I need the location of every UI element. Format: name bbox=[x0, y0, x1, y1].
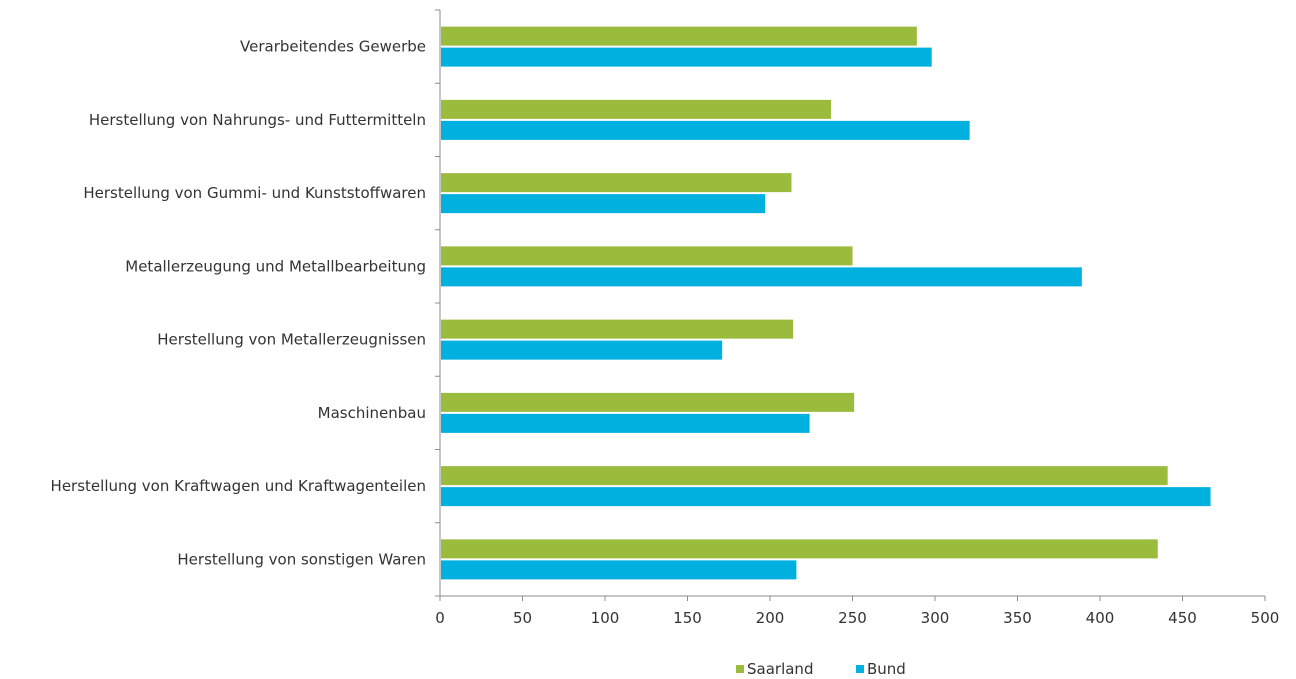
bar-bund bbox=[441, 47, 932, 67]
category-labels: Verarbeitendes Gewerbe Herstellung von Na… bbox=[51, 38, 426, 569]
category-label: Herstellung von Nahrungs- und Futtermitt… bbox=[89, 111, 426, 129]
bar-bund bbox=[441, 120, 970, 140]
legend-label-saarland: Saarland bbox=[747, 660, 813, 678]
x-tick-label: 450 bbox=[1168, 609, 1197, 627]
x-tick-label: 0 bbox=[435, 609, 445, 627]
bar-saarland bbox=[441, 539, 1158, 559]
legend-swatch-saarland bbox=[736, 665, 744, 673]
x-tick-label: 200 bbox=[756, 609, 785, 627]
bar-saarland bbox=[441, 319, 794, 339]
bar-bund bbox=[441, 560, 797, 580]
category-label: Maschinenbau bbox=[318, 404, 426, 422]
category-label: Herstellung von Gummi- und Kunststoffwar… bbox=[83, 184, 426, 202]
bar-saarland bbox=[441, 246, 853, 266]
legend: Saarland Bund bbox=[736, 660, 906, 678]
x-tick-label: 100 bbox=[591, 609, 620, 627]
bars bbox=[441, 26, 1211, 580]
category-label: Verarbeitendes Gewerbe bbox=[240, 38, 426, 56]
bar-saarland bbox=[441, 26, 917, 46]
category-label: Metallerzeugung und Metallbearbeitung bbox=[125, 257, 426, 275]
bar-bund bbox=[441, 194, 766, 214]
x-tick-label: 150 bbox=[673, 609, 702, 627]
category-label: Herstellung von Kraftwagen und Kraftwage… bbox=[51, 477, 426, 495]
bar-bund bbox=[441, 487, 1211, 507]
x-tick-label: 250 bbox=[838, 609, 867, 627]
bar-bund bbox=[441, 413, 810, 433]
x-tick-label: 400 bbox=[1086, 609, 1115, 627]
bar-saarland bbox=[441, 466, 1168, 486]
x-tick-label: 50 bbox=[513, 609, 532, 627]
category-label: Herstellung von Metallerzeugnissen bbox=[157, 331, 426, 349]
x-tick-labels: 0 50 100 150 200 250 300 350 400 450 500 bbox=[435, 609, 1279, 627]
axes bbox=[435, 9, 1266, 601]
bar-bund bbox=[441, 267, 1082, 287]
legend-label-bund: Bund bbox=[867, 660, 906, 678]
category-label: Herstellung von sonstigen Waren bbox=[177, 550, 426, 568]
x-tick-label: 300 bbox=[921, 609, 950, 627]
bar-saarland bbox=[441, 173, 792, 193]
bar-bund bbox=[441, 340, 723, 360]
bar-saarland bbox=[441, 99, 832, 119]
bar-saarland bbox=[441, 392, 855, 412]
x-tick-label: 500 bbox=[1251, 609, 1280, 627]
x-tick-label: 350 bbox=[1003, 609, 1032, 627]
legend-swatch-bund bbox=[856, 665, 864, 673]
